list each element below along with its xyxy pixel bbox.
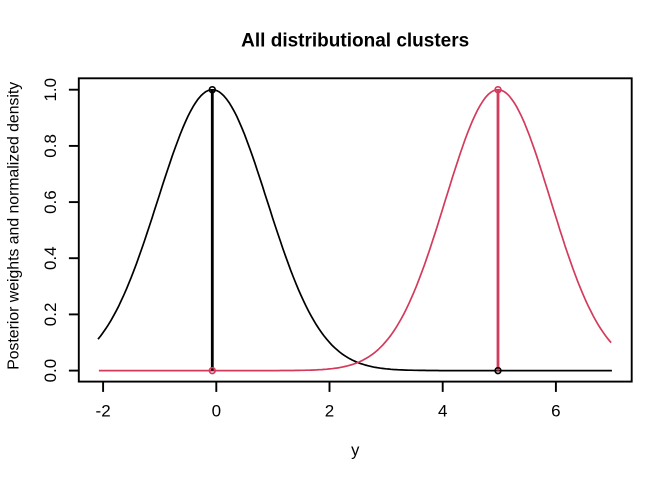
svg-text:Posterior weights and normaliz: Posterior weights and normalized density — [6, 82, 23, 370]
svg-text:y: y — [351, 441, 360, 459]
svg-text:4: 4 — [438, 402, 447, 421]
svg-text:0.0: 0.0 — [41, 359, 60, 383]
svg-text:-2: -2 — [96, 402, 111, 421]
svg-text:0: 0 — [212, 402, 221, 421]
svg-text:1.0: 1.0 — [41, 78, 60, 102]
svg-text:0.6: 0.6 — [41, 190, 60, 214]
svg-text:0.4: 0.4 — [41, 246, 60, 270]
svg-text:0.8: 0.8 — [41, 134, 60, 158]
svg-text:0.2: 0.2 — [41, 303, 60, 327]
svg-text:6: 6 — [551, 402, 560, 421]
svg-text:2: 2 — [325, 402, 334, 421]
svg-text:All distributional clusters: All distributional clusters — [241, 31, 469, 52]
